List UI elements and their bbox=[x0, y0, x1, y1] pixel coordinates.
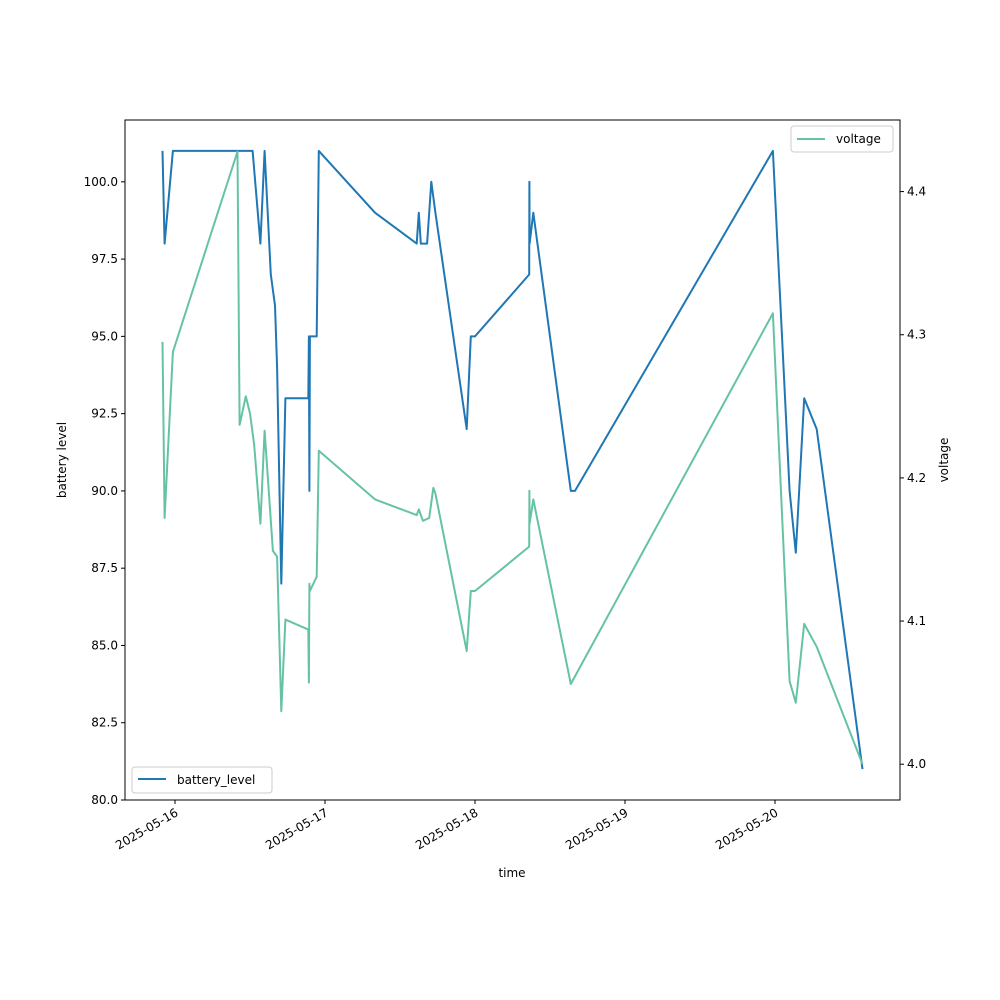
y-left-tick-label: 95.0 bbox=[91, 329, 118, 343]
y-right-tick-label: 4.3 bbox=[907, 328, 926, 342]
legend-battery-label: battery_level bbox=[177, 773, 255, 787]
y-left-tick-label: 90.0 bbox=[91, 484, 118, 498]
legend-voltage: voltage bbox=[790, 125, 894, 153]
plot-frame bbox=[124, 119, 901, 801]
y-right-tick-label: 4.2 bbox=[907, 471, 926, 485]
series-line-battery-level bbox=[161, 149, 864, 770]
series-layer bbox=[161, 149, 864, 770]
y-left-tick-label: 97.5 bbox=[91, 252, 118, 266]
y-right-tick-label: 4.0 bbox=[907, 757, 926, 771]
legend-battery: battery_level bbox=[131, 766, 273, 794]
legend-voltage-label: voltage bbox=[836, 132, 881, 146]
y-right-tick-label: 4.1 bbox=[907, 614, 926, 628]
x-axis-label: time bbox=[498, 866, 525, 880]
y-right-tick-label: 4.4 bbox=[907, 185, 926, 199]
y-left-tick-label: 92.5 bbox=[91, 407, 118, 421]
y-left-tick-label: 80.0 bbox=[91, 793, 118, 807]
legend-battery-box bbox=[131, 766, 273, 794]
y-axis-right: 4.0 4.1 4.2 4.3 4.4 bbox=[900, 185, 926, 771]
y-left-tick-label: 87.5 bbox=[91, 561, 118, 575]
y-left-tick-label: 100.0 bbox=[84, 175, 118, 189]
y-axis-right-label: voltage bbox=[937, 438, 951, 483]
y-left-tick-label: 82.5 bbox=[91, 716, 118, 730]
legend-voltage-box bbox=[790, 125, 894, 153]
series-line-voltage bbox=[161, 150, 864, 765]
y-left-tick-label: 85.0 bbox=[91, 638, 118, 652]
y-axis-left-label: battery level bbox=[55, 422, 69, 498]
y-axis-left: 80.0 82.5 85.0 87.5 90.0 92.5 95.0 97.5 100.0 bbox=[84, 175, 125, 807]
